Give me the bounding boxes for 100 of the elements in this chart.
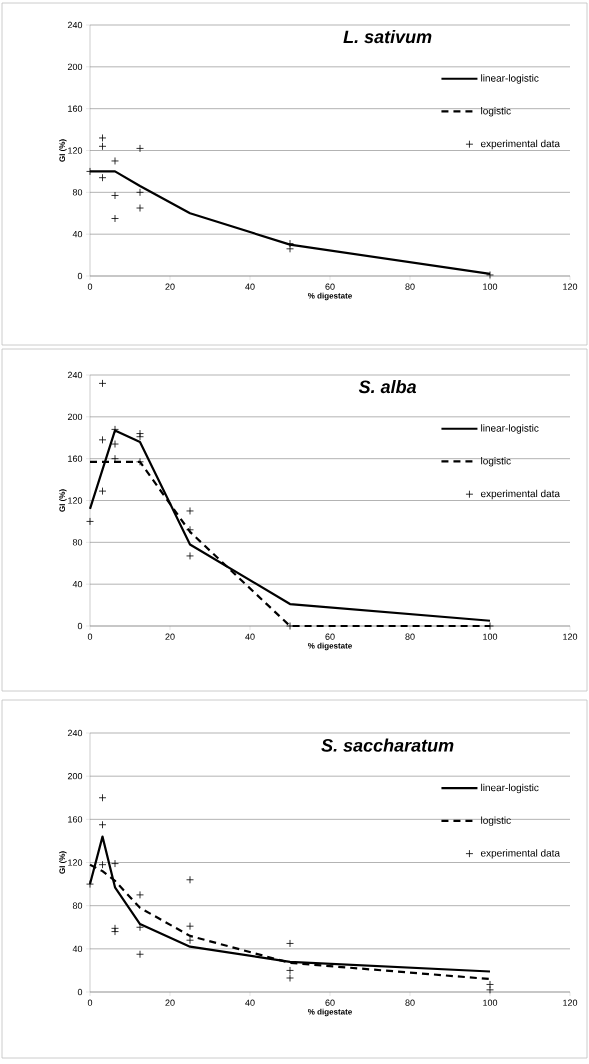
y-tick-label: 240 xyxy=(67,371,83,379)
legend-label: logistic xyxy=(481,457,511,467)
x-axis-title: % digestate xyxy=(307,292,352,301)
point xyxy=(98,379,107,388)
y-tick-label: 240 xyxy=(67,729,83,737)
y-tick-label: 0 xyxy=(77,622,83,630)
legend-label: experimental data xyxy=(480,139,561,150)
point xyxy=(186,922,194,931)
point xyxy=(98,134,107,142)
point xyxy=(486,985,494,994)
y-tick-label: 80 xyxy=(72,189,83,196)
y-tick-label: 0 xyxy=(77,988,83,996)
y-tick-label: 200 xyxy=(67,413,83,421)
point xyxy=(136,204,144,212)
y-tick-label: 40 xyxy=(72,945,83,953)
point xyxy=(136,950,144,959)
point xyxy=(98,142,107,151)
point xyxy=(136,432,144,441)
y-tick-label: 120 xyxy=(68,859,83,866)
point xyxy=(98,793,107,802)
point xyxy=(186,552,194,560)
y-axis-title: GI (%) xyxy=(59,851,67,874)
chart-title: S. saccharatum xyxy=(321,738,454,752)
point xyxy=(186,507,194,515)
point xyxy=(98,435,107,444)
y-tick-label: 240 xyxy=(67,21,83,29)
point xyxy=(136,429,144,438)
point xyxy=(111,425,119,434)
point xyxy=(98,860,107,869)
point xyxy=(286,244,294,253)
point xyxy=(286,939,294,948)
point xyxy=(486,980,494,989)
x-tick-label: 80 xyxy=(405,633,415,640)
y-tick-label: 40 xyxy=(72,230,83,238)
x-tick-label: 120 xyxy=(563,633,578,640)
y-tick-label: 120 xyxy=(68,147,83,154)
point xyxy=(111,924,119,933)
point xyxy=(111,927,119,936)
point xyxy=(111,859,119,868)
x-tick-label: 0 xyxy=(87,633,93,640)
y-tick-label: 120 xyxy=(68,497,83,504)
x-tick-label: 80 xyxy=(405,283,415,290)
x-tick-label: 100 xyxy=(483,633,498,640)
y-tick-label: 80 xyxy=(72,539,83,546)
y-tick-label: 200 xyxy=(67,63,83,71)
point xyxy=(186,525,194,534)
y-tick-label: 160 xyxy=(68,105,83,112)
legend-label: experimental data xyxy=(480,489,561,500)
y-tick-label: 0 xyxy=(77,272,83,280)
point xyxy=(111,191,119,200)
chart-title: L. sativum xyxy=(343,29,432,44)
point xyxy=(486,271,494,279)
y-tick-label: 40 xyxy=(72,580,83,588)
point xyxy=(186,936,194,945)
x-tick-label: 80 xyxy=(405,999,415,1006)
legend-label: linear-logistic xyxy=(481,424,539,434)
legend-label: linear-logistic xyxy=(481,783,539,794)
point xyxy=(111,440,119,448)
x-tick-label: 100 xyxy=(483,999,498,1006)
x-axis-title: % digestate xyxy=(307,642,352,651)
point xyxy=(111,214,119,223)
point xyxy=(98,820,107,829)
point xyxy=(136,188,144,197)
x-tick-label: 40 xyxy=(245,633,255,640)
x-tick-label: 60 xyxy=(325,633,335,640)
x-tick-label: 120 xyxy=(563,283,578,290)
point xyxy=(186,875,194,884)
x-tick-label: 40 xyxy=(245,999,255,1006)
point xyxy=(86,517,94,526)
x-tick-label: 20 xyxy=(165,633,175,640)
point xyxy=(98,173,107,182)
x-tick-label: 20 xyxy=(165,999,175,1006)
point xyxy=(136,144,144,153)
legend-label: experimental data xyxy=(480,849,561,859)
chart-title: S. alba xyxy=(358,379,417,394)
point xyxy=(111,157,119,165)
x-axis-title: % digestate xyxy=(307,1008,352,1017)
point xyxy=(286,974,294,982)
x-tick-label: 20 xyxy=(165,283,175,290)
x-tick-label: 0 xyxy=(87,999,93,1006)
x-tick-label: 60 xyxy=(325,999,335,1006)
legend-label: logistic xyxy=(481,107,511,117)
y-axis-title: GI (%) xyxy=(59,489,67,512)
y-tick-label: 160 xyxy=(68,455,83,462)
point xyxy=(98,487,107,495)
x-tick-label: 60 xyxy=(325,283,335,290)
point xyxy=(136,457,144,466)
x-tick-label: 0 xyxy=(87,283,93,290)
legend-label: linear-logistic xyxy=(481,74,539,84)
point xyxy=(286,966,294,975)
y-axis-title: GI (%) xyxy=(59,139,67,162)
point xyxy=(286,622,294,630)
y-tick-label: 80 xyxy=(72,902,83,909)
x-tick-label: 120 xyxy=(563,999,578,1006)
point xyxy=(86,880,94,888)
legend-label: logistic xyxy=(481,816,511,826)
x-tick-label: 40 xyxy=(245,283,255,290)
x-tick-label: 100 xyxy=(483,283,498,290)
point xyxy=(136,890,144,899)
y-tick-label: 160 xyxy=(68,816,83,823)
